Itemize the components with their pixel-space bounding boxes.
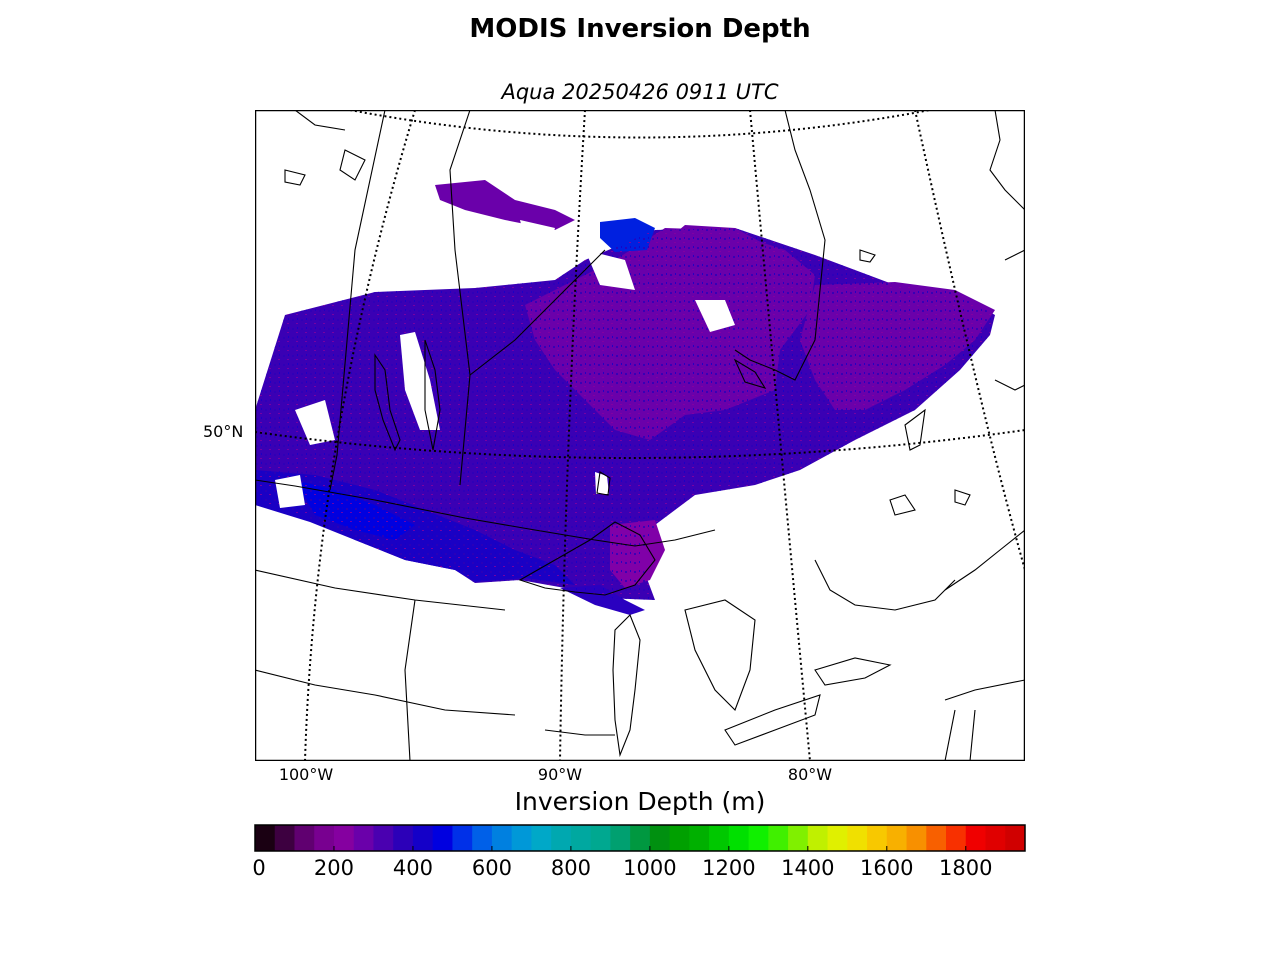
colorbar-bin — [472, 825, 493, 851]
colorbar-bin — [255, 825, 276, 851]
colorbar-bin — [294, 825, 315, 851]
colorbar-bin — [847, 825, 868, 851]
colorbar-bin — [353, 825, 374, 851]
figure-subtitle: Aqua 20250426 0911 UTC — [501, 80, 779, 104]
colorbar-bin — [590, 825, 611, 851]
colorbar-bin — [1005, 825, 1026, 851]
colorbar-tick-label: 0 — [252, 856, 266, 880]
colorbar-tick-label: 800 — [550, 856, 591, 880]
colorbar-tick-label: 1600 — [860, 856, 914, 880]
colorbar-tick-label: 1800 — [939, 856, 993, 880]
colorbar-bin — [649, 825, 671, 851]
colorbar-bin — [748, 825, 769, 851]
lon-label-90w: 90°W — [537, 765, 583, 784]
lon-label-80w: 80°W — [787, 765, 833, 784]
colorbar-bin — [452, 825, 473, 851]
colorbar-bin — [610, 825, 631, 851]
swath-north-patches — [435, 180, 575, 230]
colorbar-bin — [669, 825, 690, 851]
colorbar-bin — [827, 825, 848, 851]
colorbar-bin — [906, 825, 927, 851]
colorbar-bin — [274, 825, 295, 851]
colorbar-bin — [491, 825, 513, 851]
colorbar-bin — [373, 825, 394, 851]
graticule — [255, 110, 1025, 761]
colorbar-bin — [314, 825, 335, 851]
map-boundaries — [255, 110, 1025, 761]
colorbar-tick-label: 200 — [313, 856, 355, 880]
colorbar-bin — [985, 825, 1006, 851]
colorbar-bin — [709, 825, 730, 851]
colorbar-bin — [432, 825, 453, 851]
colorbar-bin — [393, 825, 414, 851]
colorbar-bin — [412, 825, 434, 851]
colorbar-tick-label: 600 — [471, 856, 512, 880]
colorbar-bin — [788, 825, 809, 851]
colorbar-bin — [333, 825, 355, 851]
figure-title: MODIS Inversion Depth — [469, 14, 811, 44]
colorbar-bin — [689, 825, 710, 851]
colorbar-tick-label: 1000 — [623, 856, 677, 880]
lon-label-100w: 100°W — [278, 765, 334, 784]
colorbar-bin — [551, 825, 572, 851]
colorbar-bin — [728, 825, 750, 851]
colorbar-bin — [946, 825, 967, 851]
colorbar-bin — [768, 825, 789, 851]
colorbar-bin — [531, 825, 552, 851]
colorbar-tick-label: 1200 — [702, 856, 756, 880]
inversion-depth-map — [255, 110, 1025, 761]
colorbar-bin — [867, 825, 888, 851]
lat-label-50n: 50°N — [203, 422, 244, 441]
colorbar-bin — [570, 825, 592, 851]
colorbar-tick-label: 1400 — [781, 856, 835, 880]
colorbar-bin — [511, 825, 532, 851]
colorbar-bin — [807, 825, 829, 851]
colorbar — [254, 824, 1026, 852]
colorbar-title: Inversion Depth (m) — [514, 787, 766, 816]
colorbar-bin — [630, 825, 651, 851]
colorbar-bin — [965, 825, 987, 851]
colorbar-tick-label: 400 — [392, 856, 433, 880]
colorbar-bin — [926, 825, 947, 851]
colorbar-bin — [886, 825, 908, 851]
